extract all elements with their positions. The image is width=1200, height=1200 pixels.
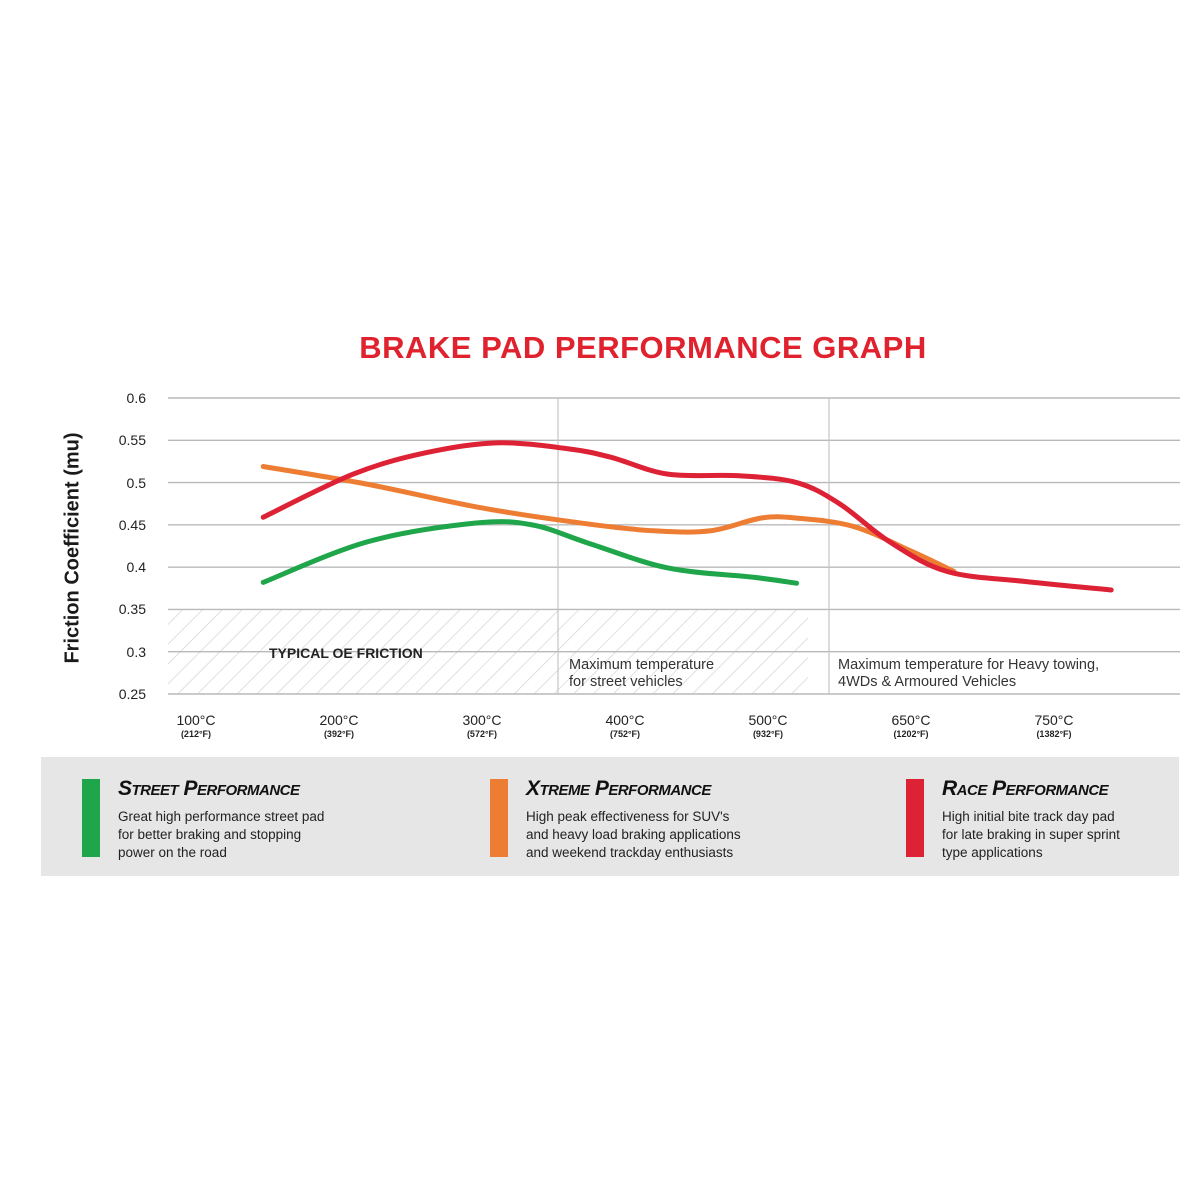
x-tick-label: 650°C (1202°F) [891, 712, 931, 739]
legend-desc-line: High peak effectiveness for SUV's [526, 809, 730, 824]
legend-desc-race: High initial bite track day pad for late… [942, 808, 1200, 862]
legend-desc-line: High initial bite track day pad [942, 809, 1115, 824]
chart-title: BRAKE PAD PERFORMANCE GRAPH [359, 330, 927, 365]
legend-desc-line: for better braking and stopping [118, 827, 302, 842]
street-limit-line-2: for street vehicles [569, 674, 683, 690]
legend-swatch-race [906, 779, 924, 857]
x-tick-label: 500°C (932°F) [748, 712, 788, 739]
x-tick-label: 100°C (212°F) [176, 712, 216, 739]
x-tick-label: 400°C (752°F) [605, 712, 645, 739]
y-tick-label: 0.3 [126, 643, 146, 660]
y-tick-label: 0.25 [118, 686, 146, 702]
legend-panel: Street Performance Great high performanc… [41, 757, 1179, 876]
legend-title-race: Race Performance [942, 777, 1109, 800]
y-tick-label: 0.55 [118, 432, 146, 449]
legend-desc-line: and heavy load braking applications [526, 827, 741, 842]
x-tick-label: 200°C (392°F) [319, 712, 359, 739]
y-axis-label: Friction Coefficient (mu) [61, 432, 84, 664]
y-tick-label: 0.6 [126, 390, 146, 406]
legend-desc-xtreme: High peak effectiveness for SUV's and he… [526, 808, 786, 862]
heavy-limit-line-1: Maximum temperature for Heavy towing, [838, 657, 1100, 673]
heavy-limit-note: Maximum temperature for Heavy towing, 4W… [838, 657, 1099, 691]
legend-desc-line: power on the road [118, 845, 227, 860]
legend-swatch-xtreme [490, 779, 508, 857]
legend-desc-line: Great high performance street pad [118, 809, 325, 824]
x-tick-label: 750°C (1382°F) [1034, 712, 1074, 739]
heavy-limit-line-2: 4WDs & Armoured Vehicles [838, 674, 1017, 690]
oe-friction-label: TYPICAL OE FRICTION [269, 645, 423, 661]
legend-desc-street: Great high performance street pad for be… [118, 808, 378, 862]
y-tick-label: 0.45 [118, 516, 146, 533]
street-limit-note: Maximum temperature for street vehicles [569, 657, 714, 691]
y-tick-label: 0.5 [126, 474, 146, 491]
series-line-race-performance [260, 440, 1114, 593]
series-line-street-performance [260, 519, 800, 586]
street-limit-line-1: Maximum temperature [569, 657, 715, 673]
legend-title-xtreme: Xtreme Performance [526, 777, 711, 800]
y-tick-label: 0.4 [126, 559, 146, 576]
legend-swatch-street [82, 779, 100, 857]
y-tick-label: 0.35 [118, 601, 146, 618]
legend-desc-line: for late braking in super sprint [942, 827, 1120, 842]
legend-desc-line: and weekend trackday enthusiasts [526, 845, 734, 860]
legend-desc-line: type applications [942, 845, 1043, 860]
series-line-xtreme-performance [260, 464, 957, 574]
x-tick-label: 300°C (572°F) [462, 712, 502, 739]
legend-title-street: Street Performance [118, 777, 300, 800]
